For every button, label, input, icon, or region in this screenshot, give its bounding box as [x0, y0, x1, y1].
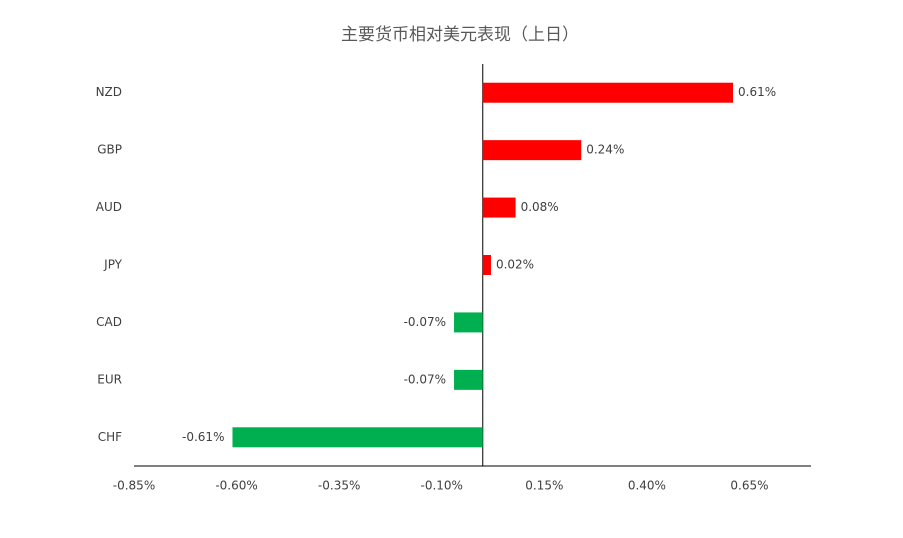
value-label: 0.24% [586, 143, 624, 157]
y-tick-label: JPY [103, 258, 123, 272]
bar [482, 82, 734, 103]
bar [232, 427, 483, 448]
bar [482, 197, 516, 218]
y-tick-label: NZD [96, 85, 122, 99]
bar [482, 140, 582, 161]
value-label: -0.61% [182, 430, 224, 444]
y-tick-label: GBP [97, 143, 122, 157]
value-label: -0.07% [404, 372, 446, 386]
y-tick-label: CHF [98, 430, 122, 444]
x-tick-label: 0.65% [730, 479, 768, 493]
bar [482, 255, 491, 275]
y-tick-label: EUR [97, 372, 122, 386]
value-label: 0.08% [521, 200, 559, 214]
x-tick-label: -0.85% [113, 479, 155, 493]
y-tick-label: CAD [96, 315, 122, 329]
value-label: 0.61% [738, 85, 776, 99]
x-tick-label: 0.40% [628, 479, 666, 493]
value-label: -0.07% [404, 315, 446, 329]
x-tick-label: 0.15% [525, 479, 563, 493]
bar [454, 369, 483, 390]
bar [454, 312, 483, 333]
chart-title: 主要货币相对美元表现（上日） [341, 25, 579, 45]
y-tick-label: AUD [96, 200, 122, 214]
value-label: 0.02% [496, 258, 534, 272]
x-tick-label: -0.60% [215, 479, 257, 493]
x-tick-label: -0.10% [421, 479, 463, 493]
x-tick-label: -0.35% [318, 479, 360, 493]
